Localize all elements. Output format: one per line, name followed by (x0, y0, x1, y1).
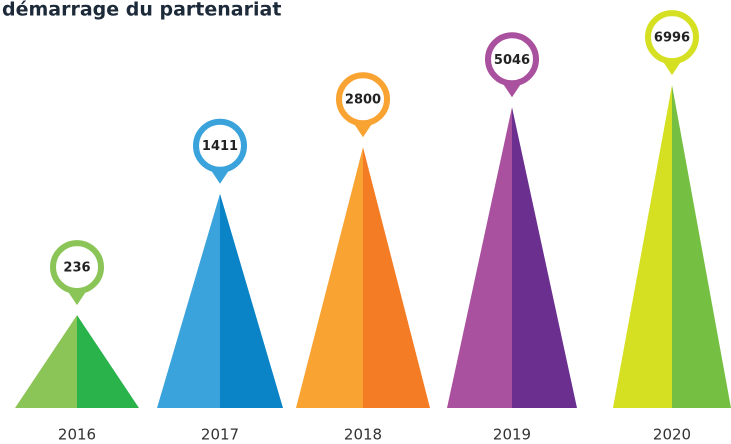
pin (645, 10, 699, 65)
triangle-left (447, 107, 512, 408)
x-tick-label: 2018 (344, 426, 382, 444)
value-label: 236 (63, 261, 90, 276)
value-label: 1411 (202, 139, 238, 154)
value-label: 6996 (654, 31, 690, 46)
triangle-right (512, 107, 577, 408)
x-tick-label: 2017 (201, 426, 239, 444)
triangle-right (220, 193, 283, 408)
x-tick-label: 2016 (58, 426, 96, 444)
pin (485, 32, 539, 87)
x-tick-label: 2019 (493, 426, 531, 444)
triangle-right (77, 315, 139, 408)
triangle-left (613, 85, 672, 409)
triangle-left (296, 147, 363, 408)
triangle-right (363, 147, 430, 408)
pin (193, 118, 247, 173)
triangle-right (672, 85, 731, 409)
value-label: 2800 (345, 93, 381, 108)
chart-title: démarrage du partenariat (2, 0, 281, 21)
triangle-left (157, 193, 220, 408)
pin (50, 240, 104, 295)
x-tick-label: 2020 (653, 426, 691, 444)
value-label: 5046 (494, 53, 530, 68)
triangle-left (15, 315, 77, 408)
pin (336, 72, 390, 127)
